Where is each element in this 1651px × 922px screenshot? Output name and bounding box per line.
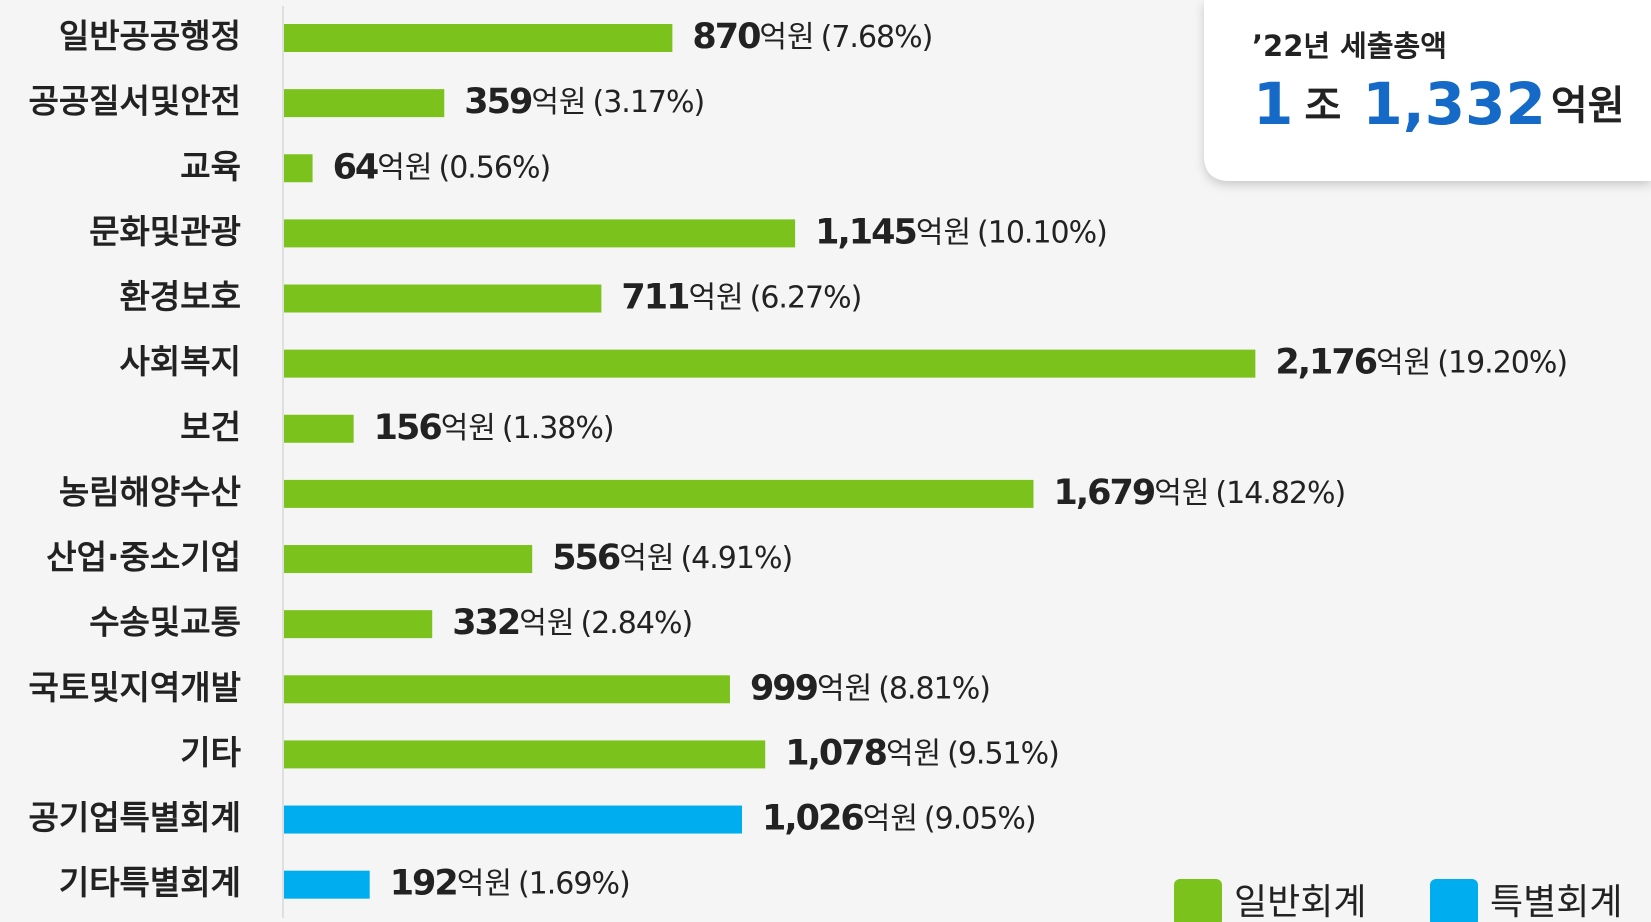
unit: 억원 — [817, 671, 872, 706]
category-label: 보건 — [180, 407, 241, 446]
legend-label: 일반회계 — [1234, 882, 1366, 922]
unit: 억원 — [1376, 345, 1431, 380]
value: 192 — [390, 864, 457, 904]
category-label: 국토및지역개발 — [28, 668, 241, 707]
value-label: 1,145억원 (10.10%) — [815, 212, 1107, 252]
category-label: 일반공공행정 — [59, 17, 241, 56]
share: (9.51%) — [947, 736, 1059, 771]
share: (14.82%) — [1215, 475, 1345, 510]
unit: 억원 — [441, 410, 496, 445]
share: (4.91%) — [680, 541, 792, 576]
bar — [284, 870, 370, 899]
legend-swatch — [1174, 879, 1222, 922]
value-label: 1,026억원 (9.05%) — [762, 799, 1036, 839]
value: 870 — [692, 17, 760, 57]
category-label: 기타 — [180, 733, 241, 772]
bar — [284, 545, 533, 574]
value: 1,078 — [785, 733, 886, 773]
value: 2,176 — [1275, 343, 1376, 383]
value: 1,145 — [815, 212, 916, 252]
unit: 억원 — [1154, 475, 1209, 510]
share: (10.10%) — [977, 215, 1107, 250]
unit: 억원 — [531, 85, 586, 120]
value-label: 556억원 (4.91%) — [552, 538, 792, 578]
category-label: 교육 — [180, 147, 241, 186]
total-part: 조 — [1304, 83, 1341, 129]
bar — [284, 414, 354, 443]
value: 156 — [374, 408, 442, 448]
share: (1.38%) — [502, 410, 614, 445]
unit: 억원 — [619, 541, 674, 576]
bar — [284, 349, 1256, 378]
total-part: 억원 — [1551, 83, 1625, 129]
bar — [284, 610, 433, 639]
value-label: 2,176억원 (19.20%) — [1275, 343, 1567, 383]
value-label: 332억원 (2.84%) — [452, 603, 692, 643]
value: 1,026 — [762, 799, 863, 839]
bar — [284, 675, 730, 704]
category-label: 공공질서및안전 — [28, 82, 241, 121]
value-label: 156억원 (1.38%) — [374, 408, 614, 448]
total-part: 1,332 — [1362, 70, 1545, 138]
category-label: 환경보호 — [120, 277, 241, 316]
category-label: 산업·중소기업 — [46, 538, 241, 577]
category-label: 사회복지 — [120, 342, 241, 381]
bar — [284, 284, 602, 313]
value-label: 870억원 (7.68%) — [692, 17, 932, 57]
value-label: 999억원 (8.81%) — [750, 668, 990, 708]
unit: 억원 — [863, 801, 918, 836]
unit: 억원 — [457, 866, 512, 901]
share: (8.81%) — [878, 671, 990, 706]
share: (7.68%) — [821, 20, 933, 55]
value: 711 — [621, 278, 688, 318]
share: (6.27%) — [750, 280, 862, 315]
bar — [284, 89, 445, 118]
category-label: 농림해양수산 — [59, 472, 241, 511]
value-label: 192억원 (1.69%) — [390, 864, 630, 904]
value-label: 359억원 (3.17%) — [464, 82, 704, 122]
unit: 억원 — [519, 606, 574, 641]
bar — [284, 740, 766, 769]
category-label: 기타특별회계 — [59, 863, 241, 902]
share: (2.84%) — [580, 606, 692, 641]
total-value: 1 조 1,332 억원 — [1253, 70, 1625, 138]
total-part: 1 — [1253, 70, 1293, 138]
legend-swatch — [1430, 879, 1478, 922]
unit: 억원 — [377, 150, 432, 185]
category-label: 문화및관광 — [89, 212, 241, 251]
value-label: 1,679억원 (14.82%) — [1054, 473, 1346, 513]
category-label: 공기업특별회계 — [28, 798, 241, 837]
bar — [284, 24, 673, 52]
value: 1,679 — [1054, 473, 1155, 513]
value: 64 — [333, 147, 378, 187]
share: (19.20%) — [1437, 345, 1567, 380]
bar — [284, 805, 743, 834]
unit: 억원 — [886, 736, 941, 771]
value: 556 — [552, 538, 620, 578]
value: 359 — [464, 82, 532, 122]
share: (3.17%) — [593, 85, 705, 120]
total-box — [1204, 0, 1651, 181]
bar — [284, 154, 313, 183]
value-label: 64억원 (0.56%) — [333, 147, 551, 187]
legend-label: 특별회계 — [1490, 882, 1622, 922]
category-label: 수송및교통 — [89, 603, 241, 642]
bar — [284, 479, 1034, 508]
unit: 억원 — [916, 215, 971, 250]
unit: 억원 — [759, 20, 814, 55]
bar — [284, 219, 796, 248]
value-label: 711억원 (6.27%) — [621, 278, 861, 318]
total-title: ’22년 세출총액 — [1252, 29, 1447, 63]
unit: 억원 — [688, 280, 743, 315]
share: (1.69%) — [518, 866, 630, 901]
value-label: 1,078억원 (9.51%) — [785, 733, 1059, 773]
share: (9.05%) — [924, 801, 1036, 836]
share: (0.56%) — [438, 150, 550, 185]
value: 332 — [452, 603, 519, 643]
value: 999 — [750, 668, 818, 708]
